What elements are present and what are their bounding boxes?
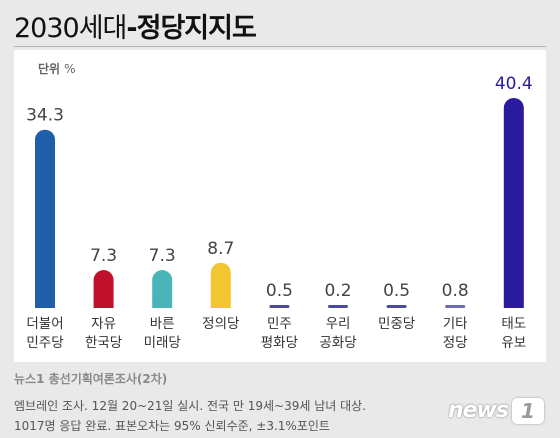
- category-label-3: 바른 미래당: [144, 316, 181, 351]
- logo-text: news: [448, 398, 509, 423]
- source-text: 뉴스1 총선기획여론조사(2차): [14, 372, 168, 386]
- category-label-7: 민중당: [378, 316, 415, 332]
- bar-value-5: 0.5: [266, 281, 293, 301]
- bar-value-1: 34.3: [26, 106, 64, 126]
- bar-3-base: [152, 298, 173, 308]
- category-label-4: 정의당: [202, 316, 239, 332]
- category-label-6: 우리 공화당: [319, 316, 356, 351]
- bar-value-3: 7.3: [149, 246, 176, 266]
- bar-9: [503, 98, 524, 308]
- bar-8: [445, 305, 466, 308]
- unit-label-text: 단위: [38, 62, 61, 76]
- bar-9-base: [503, 298, 524, 308]
- chart-card: 단위% 34.3 더불어 민주당 7.3 자유 한국당 7.3 바른 미래당 8.7 정의당 0.5 민…: [14, 50, 546, 362]
- bar-5: [269, 305, 290, 308]
- title-divider: [14, 46, 546, 47]
- category-label-5: 민주 평화당: [261, 316, 298, 351]
- chart-title-sub: -정당지지도: [126, 13, 256, 44]
- bar-6: [328, 305, 348, 308]
- bar-value-4: 8.7: [207, 239, 234, 259]
- news1-logo: news 1: [448, 398, 548, 426]
- category-label-2: 자유 한국당: [85, 316, 122, 351]
- bar-2-base: [93, 298, 114, 308]
- bar-value-6: 0.2: [324, 281, 351, 301]
- logo-mark: 1: [512, 398, 544, 424]
- chart-title: 2030세대-정당지지도: [14, 6, 257, 45]
- bar-7: [386, 305, 407, 308]
- survey-note-1: 엠브레인 조사. 12월 20~21일 실시. 전국 만 19세~39세 남녀 …: [14, 399, 366, 413]
- bar-4-base: [210, 298, 231, 308]
- bar-4: [210, 262, 231, 308]
- unit-value: %: [64, 62, 76, 76]
- bar-value-8: 0.8: [442, 281, 469, 301]
- bar-chart: 34.3 더불어 민주당 7.3 자유 한국당 7.3 바른 미래당 8.7 정의당 0.5 민주 평화당…: [26, 74, 533, 351]
- bar-value-2: 7.3: [90, 246, 117, 266]
- bar-value-7: 0.5: [383, 281, 410, 301]
- category-label-1: 더불어 민주당: [26, 316, 63, 351]
- bar-1: [35, 129, 55, 308]
- unit-label: 단위%: [38, 60, 76, 77]
- bar-1-base: [35, 298, 55, 308]
- survey-note-2: 1017명 응답 완료. 표본오차는 95% 신뢰수준, ±3.1%포인트: [14, 419, 330, 433]
- chart-title-main: 2030세대: [14, 13, 127, 44]
- category-label-9: 태도 유보: [501, 316, 526, 351]
- category-label-8: 기타 정당: [443, 316, 468, 351]
- bar-value-9: 40.4: [495, 74, 533, 94]
